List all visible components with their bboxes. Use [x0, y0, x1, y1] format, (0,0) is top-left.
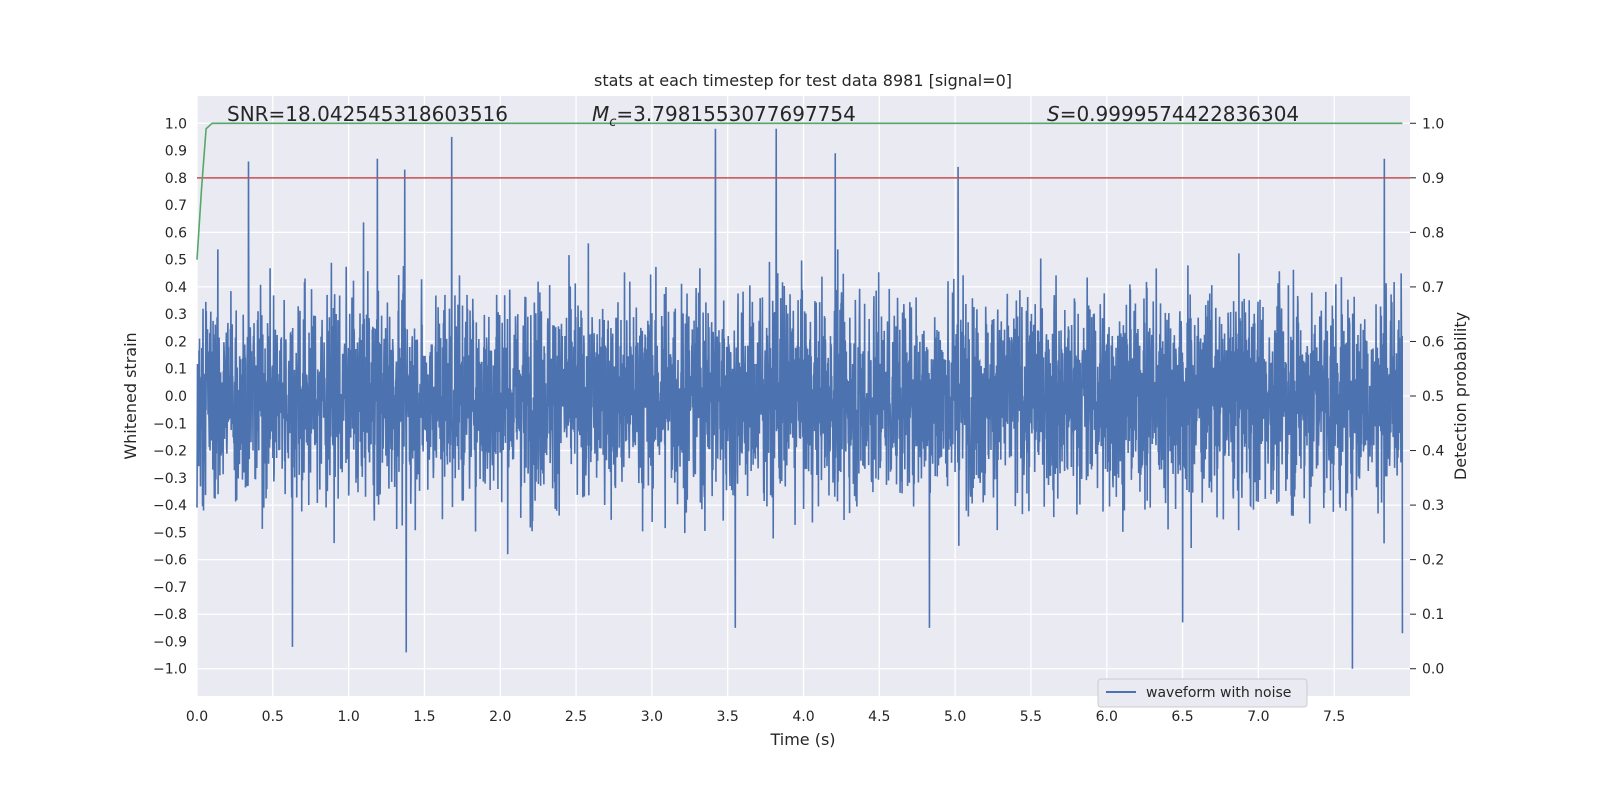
y-right-tick-label: 0.9 [1422, 171, 1444, 187]
y-left-tick-label: −0.3 [153, 471, 187, 487]
legend: waveform with noise [1097, 678, 1308, 708]
s-symbol: S [1047, 102, 1060, 126]
y-right-tick-label: 0.0 [1422, 662, 1444, 678]
legend-entry: waveform with noise [1146, 685, 1291, 701]
y-left-tick-label: 0.5 [165, 253, 187, 269]
x-tick-label: 4.0 [792, 709, 814, 725]
x-axis-label: Time (s) [769, 730, 835, 749]
y-left-tick-label: 0.0 [165, 389, 187, 405]
y-left-tick-label: −0.4 [153, 498, 187, 514]
s-value: =0.9999574422836304 [1060, 102, 1299, 126]
x-axis: 0.0 0.5 1.0 1.5 2.0 2.5 3.0 3.5 4.0 4.5 5.0 5.5 6.0 6… [186, 709, 1345, 725]
y-left-tick-label: −0.7 [153, 580, 187, 596]
legend-box [1097, 678, 1308, 708]
waveform-line [196, 128, 1404, 669]
y-right-tick-label: 0.6 [1422, 334, 1444, 350]
y-left-tick-label: 0.9 [165, 144, 187, 160]
y-right-tick-label: 0.4 [1422, 444, 1444, 460]
x-tick-label: 6.0 [1096, 709, 1118, 725]
y-axis-left: 1.0 0.9 0.8 0.7 0.6 0.5 0.4 0.3 0.2 0.1 0.0 −0.1 −0.… [153, 116, 187, 677]
y-right-tick-label: 0.3 [1422, 498, 1444, 514]
x-tick-label: 6.5 [1171, 709, 1193, 725]
s-annotation: S=0.9999574422836304 [1047, 102, 1299, 126]
x-tick-label: 7.0 [1247, 709, 1269, 725]
detection-series [196, 122, 1410, 260]
y-left-tick-label: 0.2 [165, 334, 187, 350]
y-right-tick-label: 0.1 [1422, 607, 1444, 623]
y-right-tick-label: 0.8 [1422, 225, 1444, 241]
y-left-tick-label: 0.6 [165, 225, 187, 241]
y-left-tick-label: 0.7 [165, 198, 187, 214]
y-left-tick-label: −0.1 [153, 416, 187, 432]
y-axis-left-label: Whitened strain [121, 332, 140, 459]
y-right-tick-label: 1.0 [1422, 116, 1444, 132]
y-left-tick-label: 1.0 [165, 116, 187, 132]
waveform-series [196, 128, 1404, 669]
y-right-tick-label: 0.5 [1422, 389, 1444, 405]
y-right-tick-label: 0.2 [1422, 553, 1444, 569]
y-left-tick-label: −0.6 [153, 553, 187, 569]
y-left-tick-label: 0.3 [165, 307, 187, 323]
x-tick-label: 2.5 [565, 709, 587, 725]
y-left-tick-label: −0.5 [153, 525, 187, 541]
x-tick-label: 5.0 [944, 709, 966, 725]
mc-value: =3.7981553077697754 [616, 102, 855, 126]
x-tick-label: 0.5 [262, 709, 284, 725]
y-axis-right-label: Detection probability [1451, 312, 1470, 480]
y-left-tick-label: −0.9 [153, 634, 187, 650]
detection-probability-line [196, 122, 1403, 260]
x-tick-label: 3.0 [641, 709, 663, 725]
x-tick-label: 7.5 [1323, 709, 1345, 725]
y-left-tick-label: −1.0 [153, 662, 187, 678]
y-axis-right: 1.0 0.9 0.8 0.7 0.6 0.5 0.4 0.3 0.2 0.1 0.0 [1410, 116, 1444, 678]
chart-title: stats at each timestep for test data 898… [594, 71, 1012, 90]
x-tick-label: 0.0 [186, 709, 208, 725]
y-left-tick-label: 0.1 [165, 362, 187, 378]
y-right-tick-label: 0.7 [1422, 280, 1444, 296]
x-tick-label: 5.5 [1020, 709, 1042, 725]
y-left-tick-label: −0.2 [153, 444, 187, 460]
x-tick-label: 4.5 [868, 709, 890, 725]
mc-symbol: M [592, 102, 609, 126]
x-tick-label: 1.5 [413, 709, 435, 725]
x-tick-label: 2.0 [489, 709, 511, 725]
mc-subscript: c [609, 115, 616, 130]
x-tick-label: 3.5 [717, 709, 739, 725]
y-left-tick-label: 0.8 [165, 171, 187, 187]
x-tick-label: 1.0 [337, 709, 359, 725]
snr-annotation: SNR=18.042545318603516 [227, 102, 508, 126]
y-left-tick-label: 0.4 [165, 280, 187, 296]
y-left-tick-label: −0.8 [153, 607, 187, 623]
mc-annotation: Mc=3.7981553077697754 [592, 102, 856, 130]
